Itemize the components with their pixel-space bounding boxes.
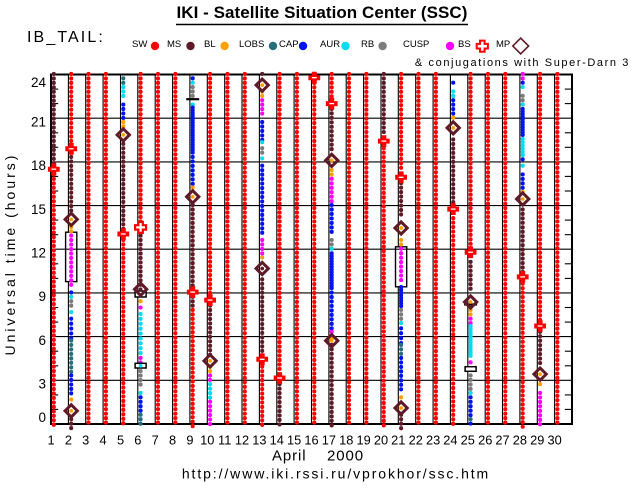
svg-text:24: 24 [443,433,457,448]
svg-text:IB_TAIL:: IB_TAIL: [27,29,105,46]
svg-text:2: 2 [65,433,72,448]
svg-text:CAP: CAP [279,39,299,50]
svg-text:18: 18 [31,158,46,173]
svg-text:12: 12 [235,433,249,448]
svg-text:8: 8 [169,433,176,448]
svg-text:http://www.iki.rssi.ru/vprokho: http://www.iki.rssi.ru/vprokhor/ssc.htm [182,466,490,482]
svg-text:12: 12 [31,245,46,260]
svg-text:15: 15 [287,433,301,448]
svg-text:21: 21 [31,114,46,129]
svg-text:22: 22 [409,433,423,448]
svg-text:April: April [272,448,307,465]
svg-text:27: 27 [495,433,509,448]
svg-text:4: 4 [100,433,107,448]
svg-text:26: 26 [478,433,492,448]
svg-text:RB: RB [361,39,374,50]
svg-text:29: 29 [530,433,544,448]
svg-text:9: 9 [38,289,46,304]
svg-text:7: 7 [152,433,159,448]
svg-text:17: 17 [322,433,336,448]
svg-text:18: 18 [339,433,353,448]
svg-text:9: 9 [186,433,193,448]
svg-text:& conjugations with Super-Darn: & conjugations with Super-Darn 3 [415,57,630,69]
svg-text:6: 6 [134,433,141,448]
svg-text:MP: MP [496,39,510,50]
svg-text:3: 3 [38,377,46,392]
svg-text:6: 6 [38,333,46,348]
svg-text:24: 24 [31,75,47,90]
svg-text:23: 23 [426,433,440,448]
svg-text:1: 1 [47,433,54,448]
svg-text:16: 16 [304,433,318,448]
svg-text:20: 20 [374,433,388,448]
svg-text:30: 30 [547,433,561,448]
svg-text:LOBS: LOBS [239,39,264,50]
svg-text:0: 0 [38,410,46,425]
svg-text:IKI - Satellite Situation Cent: IKI - Satellite Situation Center (SSC) [177,3,468,22]
svg-text:2000: 2000 [327,448,364,465]
svg-text:SW: SW [132,39,147,50]
svg-text:25: 25 [461,433,475,448]
svg-text:BS: BS [458,39,471,50]
svg-text:AUR: AUR [320,39,340,50]
svg-text:11: 11 [218,433,231,448]
svg-text:Universal time (hours): Universal time (hours) [2,153,18,356]
svg-text:CUSP: CUSP [403,39,429,50]
svg-text:BL: BL [204,39,216,50]
svg-text:21: 21 [391,433,405,448]
svg-text:3: 3 [82,433,89,448]
svg-text:10: 10 [200,433,214,448]
svg-text:5: 5 [117,433,124,448]
svg-text:14: 14 [270,433,284,448]
svg-text:13: 13 [252,433,266,448]
svg-text:15: 15 [31,202,46,217]
svg-text:19: 19 [356,433,370,448]
svg-text:28: 28 [513,433,527,448]
svg-text:MS: MS [167,39,181,50]
